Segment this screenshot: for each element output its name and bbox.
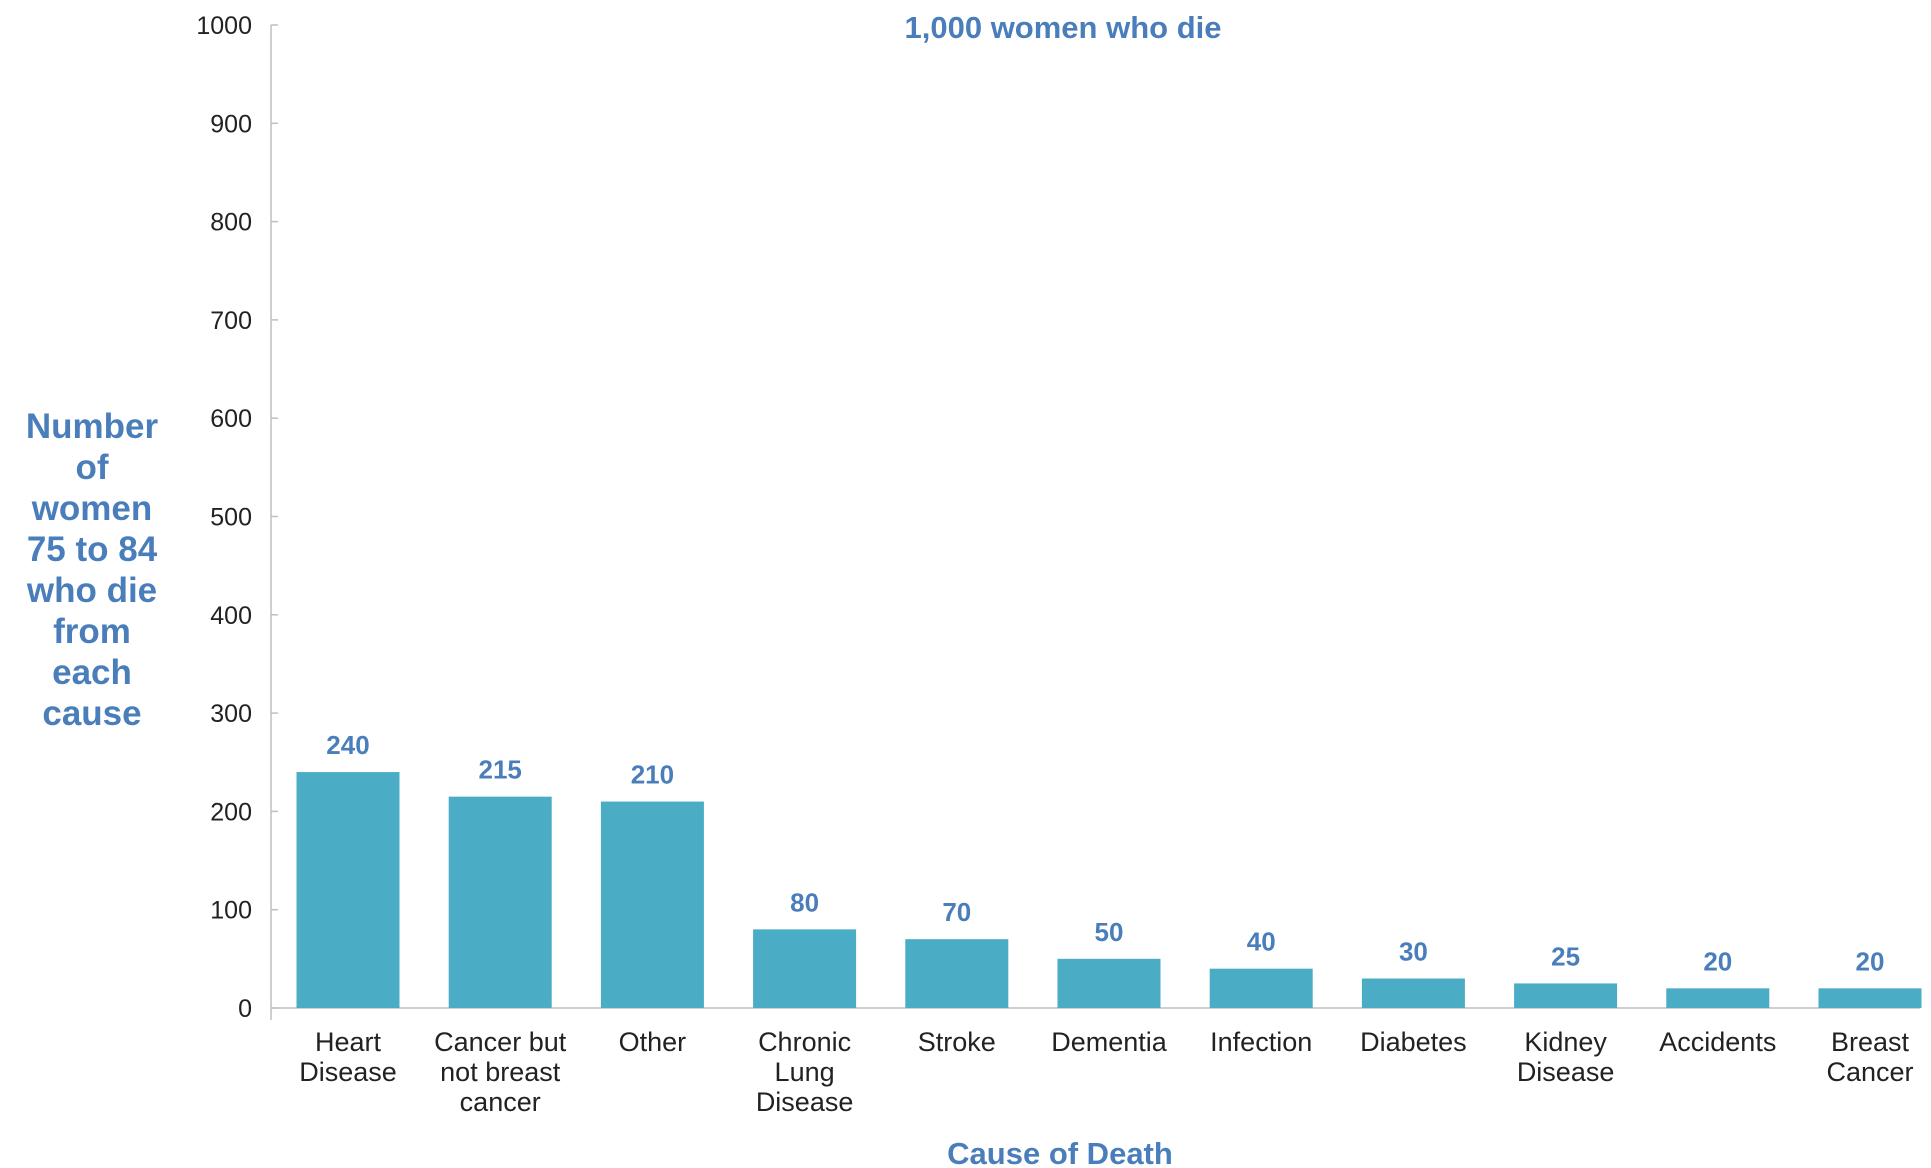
data-label: 50	[1095, 917, 1124, 947]
data-label: 240	[326, 730, 369, 760]
category-label-line: Disease	[1517, 1057, 1615, 1087]
category-label-line: Stroke	[918, 1027, 996, 1057]
data-label: 30	[1399, 937, 1428, 967]
y-tick-label: 500	[210, 504, 252, 532]
y-axis-title-line: from	[53, 612, 131, 651]
category-label-line: Diabetes	[1360, 1027, 1467, 1057]
bar	[1361, 978, 1465, 1008]
bar-series	[296, 772, 1922, 1008]
y-tick-label: 100	[210, 897, 252, 925]
data-label: 80	[790, 887, 819, 917]
category-label-line: Breast	[1831, 1027, 1910, 1057]
data-label: 40	[1247, 927, 1276, 957]
data-label: 20	[1703, 946, 1732, 976]
y-tick-label: 800	[210, 209, 252, 237]
category-label: Diabetes	[1360, 1027, 1467, 1057]
y-axis: 0 100 200 300 400 500 600 700 800 900 1000	[196, 12, 278, 1023]
chart-title: 1,000 women who die	[905, 10, 1222, 45]
y-tick-label: 200	[210, 798, 252, 826]
data-label: 210	[631, 760, 674, 790]
category-label: Accidents	[1659, 1027, 1776, 1057]
x-axis-title: Cause of Death	[947, 1136, 1173, 1168]
data-label: 70	[942, 897, 971, 927]
y-axis-title-line: Number	[26, 407, 159, 446]
category-label: Kidney Disease	[1517, 1027, 1615, 1087]
bar	[448, 796, 552, 1008]
category-label: Other	[619, 1027, 687, 1057]
category-label-line: Disease	[299, 1057, 397, 1087]
bar	[1818, 988, 1922, 1008]
bar	[753, 929, 857, 1008]
y-tick-label: 600	[210, 405, 252, 433]
category-label-line: Heart	[315, 1027, 382, 1057]
y-tick-label: 700	[210, 307, 252, 335]
category-label-line: Cancer	[1826, 1057, 1913, 1087]
category-label: Dementia	[1051, 1027, 1168, 1057]
category-label: Stroke	[918, 1027, 996, 1057]
category-label-line: Accidents	[1659, 1027, 1776, 1057]
bar	[1514, 983, 1618, 1008]
bar	[296, 772, 400, 1008]
category-label-line: not breast	[440, 1057, 561, 1087]
y-tick-label: 0	[238, 995, 252, 1023]
y-tick-label: 1000	[196, 12, 252, 40]
data-label: 215	[479, 755, 522, 785]
y-axis-title-line: each	[52, 653, 132, 692]
category-label-line: Lung	[775, 1057, 835, 1087]
category-label-line: Kidney	[1524, 1027, 1607, 1057]
y-tick-label: 300	[210, 700, 252, 728]
category-label: Infection	[1210, 1027, 1312, 1057]
category-label: Cancer but not breast cancer	[434, 1027, 567, 1117]
y-tick-label: 900	[210, 110, 252, 138]
bar	[905, 939, 1009, 1008]
category-label: Breast Cancer	[1826, 1027, 1913, 1087]
data-label: 25	[1551, 941, 1580, 971]
category-label-line: Dementia	[1051, 1027, 1168, 1057]
category-label-line: cancer	[460, 1087, 541, 1117]
bar	[600, 801, 704, 1008]
category-label: Chronic Lung Disease	[756, 1027, 854, 1117]
y-axis-title-line: women	[31, 489, 153, 528]
category-label: Heart Disease	[299, 1027, 397, 1087]
y-axis-title-line: of	[75, 448, 108, 487]
y-axis-title-line: who die	[26, 571, 157, 610]
y-tick-label: 400	[210, 602, 252, 630]
category-label-line: Chronic	[758, 1027, 851, 1057]
bar	[1209, 968, 1313, 1008]
category-label-line: Other	[619, 1027, 687, 1057]
category-label-line: Disease	[756, 1087, 854, 1117]
category-label-line: Infection	[1210, 1027, 1312, 1057]
y-axis-title-line: cause	[42, 694, 141, 733]
y-axis-title-line: 75 to 84	[27, 530, 158, 569]
bar	[1666, 988, 1770, 1008]
category-label-line: Cancer but	[434, 1027, 567, 1057]
data-label: 20	[1856, 946, 1885, 976]
bar	[1057, 958, 1161, 1008]
y-axis-title: Number of women 75 to 84 who die from each caus…	[26, 407, 159, 733]
data-labels: 240 215 210 80 70 50 40 30 25 20 20	[326, 730, 1884, 976]
